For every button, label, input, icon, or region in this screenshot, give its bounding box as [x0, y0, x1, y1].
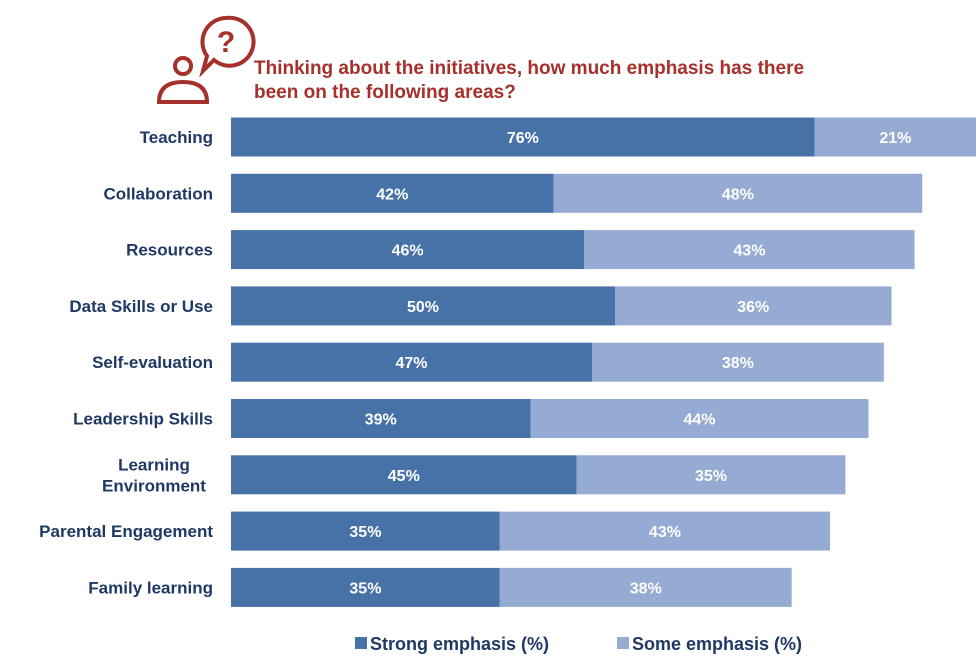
chart-title: Thinking about the initiatives, how much…: [254, 58, 809, 103]
bar-strong-emphasis: [231, 173, 554, 213]
category-label: Learning Environment: [102, 455, 206, 495]
category-label: Leadership Skills: [73, 410, 213, 429]
legend: Strong emphasis (%) Some emphasis (%): [355, 634, 802, 654]
category-label: Collaboration: [103, 184, 213, 203]
category-label: Data Skills or Use: [69, 297, 213, 316]
data-label: 46%: [392, 243, 424, 260]
category-label: Parental Engagement: [39, 522, 213, 541]
question-person-icon: [156, 15, 256, 104]
bar-some-emphasis: [814, 117, 976, 157]
data-label: 35%: [349, 524, 381, 541]
bar-some-emphasis: [576, 455, 846, 495]
bar-strong-emphasis: [231, 230, 585, 270]
data-label: 76%: [507, 130, 539, 147]
bar-strong-emphasis: [231, 511, 500, 551]
bars-group: 76% 21% 42% 48% 46% 43% 50% 36% 47% 38% 39% 44% 45% 3…: [231, 117, 976, 607]
title-icon: ?: [156, 15, 256, 104]
bar-some-emphasis: [499, 511, 831, 551]
legend-label: Some emphasis (%): [632, 634, 802, 654]
data-label: 36%: [737, 299, 769, 316]
bar-some-emphasis: [591, 342, 884, 382]
category-label: Self-evaluation: [92, 353, 213, 372]
bar-some-emphasis: [553, 173, 923, 213]
bar-some-emphasis: [584, 230, 915, 270]
data-label: 39%: [365, 412, 397, 429]
data-label: 38%: [722, 355, 754, 372]
chart-title-line: Thinking about the initiatives, how much…: [254, 58, 804, 79]
bar-strong-emphasis: [231, 567, 500, 607]
data-label: 48%: [722, 186, 754, 203]
data-label: 47%: [395, 355, 427, 372]
bar-strong-emphasis: [231, 342, 592, 382]
data-label: 44%: [683, 412, 715, 429]
category-label: Resources: [126, 241, 213, 260]
bar-some-emphasis: [615, 286, 892, 326]
data-label: 43%: [649, 524, 681, 541]
question-mark-glyph: ?: [217, 26, 235, 59]
bar-strong-emphasis: [231, 399, 531, 438]
data-label: 50%: [407, 299, 439, 316]
data-label: 35%: [695, 468, 727, 485]
bar-strong-emphasis: [231, 286, 616, 326]
bar-some-emphasis: [530, 399, 869, 438]
data-label: 38%: [630, 580, 662, 597]
legend-swatch: [617, 637, 629, 649]
data-label: 35%: [349, 580, 381, 597]
bar-strong-emphasis: [231, 117, 815, 157]
category-label: Teaching: [140, 128, 213, 147]
category-label: Family learning: [88, 578, 213, 597]
legend-label: Strong emphasis (%): [370, 634, 549, 654]
legend-swatch: [355, 637, 367, 649]
data-label: 21%: [879, 130, 911, 147]
bar-some-emphasis: [499, 567, 792, 607]
data-label: 42%: [376, 186, 408, 203]
data-label: 45%: [388, 468, 420, 485]
category-labels: Teaching Collaboration Resources Data Skill…: [39, 128, 213, 597]
chart-title-line: been on the following areas?: [254, 82, 516, 103]
data-label: 43%: [733, 243, 765, 260]
bar-strong-emphasis: [231, 455, 577, 495]
